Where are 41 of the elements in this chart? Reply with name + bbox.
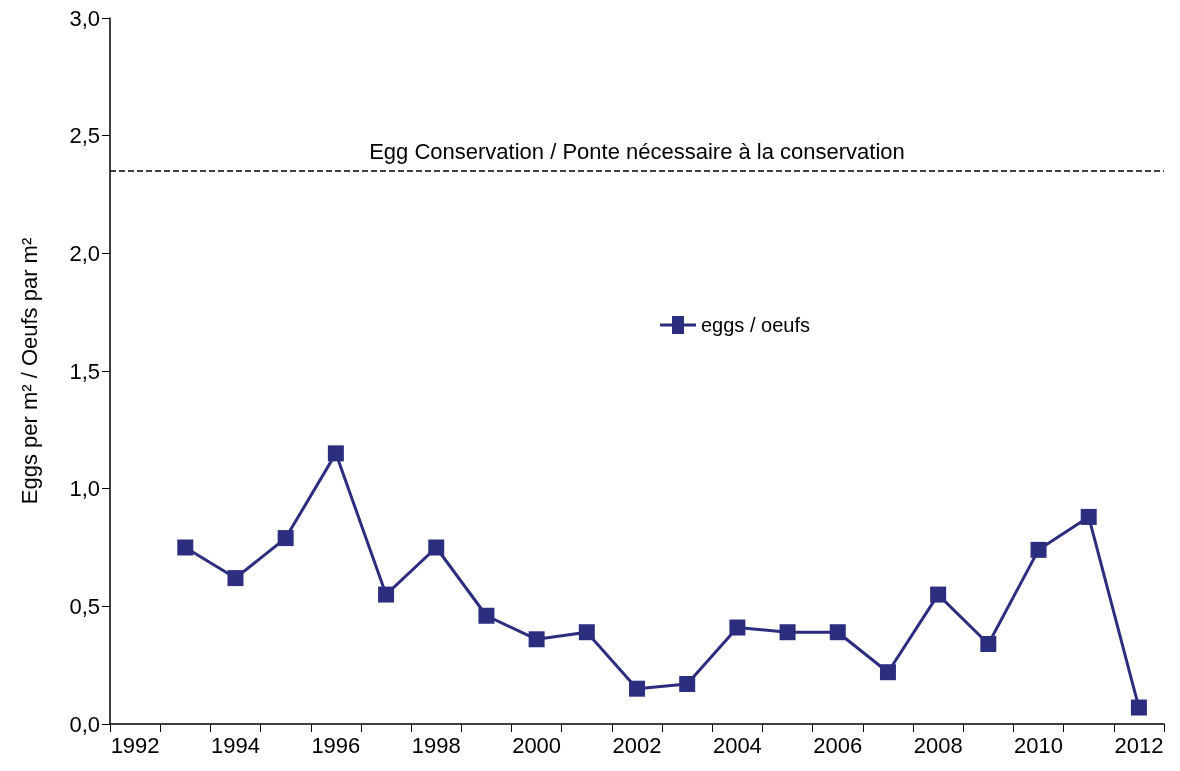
y-tick-label: 2,5	[69, 123, 100, 149]
point	[277, 530, 294, 547]
point	[177, 539, 194, 556]
y-tick-label: 2,0	[69, 240, 100, 266]
point	[578, 624, 595, 641]
point	[428, 539, 445, 556]
y-tick-label: 3,0	[69, 5, 100, 31]
legend-label: eggs / oeufs	[701, 314, 810, 336]
y-tick-label: 0,5	[69, 593, 100, 619]
point	[478, 607, 495, 624]
point	[629, 680, 645, 697]
point	[679, 675, 696, 692]
x-tick-label: 1994	[211, 732, 260, 758]
point	[1130, 699, 1147, 716]
point	[779, 624, 796, 641]
point	[829, 624, 846, 641]
x-tick-label: 1992	[110, 732, 160, 758]
y-tick-label: 1,0	[69, 476, 100, 502]
x-tick-label: 2006	[813, 732, 863, 758]
y-tick-label: 1,5	[69, 358, 100, 384]
point	[1030, 541, 1047, 558]
y-tick-label: 0,0	[69, 711, 100, 737]
x-tick-label: 2004	[712, 732, 762, 758]
y-axis-title: Eggs per m² / Oeufs par m²	[16, 237, 42, 505]
point	[980, 635, 997, 652]
x-tick-label: 2002	[612, 732, 662, 758]
point	[729, 619, 746, 636]
x-tick-label: 1996	[311, 732, 361, 758]
point	[378, 586, 395, 603]
x-tick-label: 2012	[1114, 732, 1164, 758]
point	[227, 570, 244, 587]
point	[1080, 508, 1097, 525]
x-tick-label: 2008	[913, 732, 963, 758]
x-tick-label: 1998	[411, 732, 461, 758]
x-tick-label: 2010	[1014, 732, 1063, 758]
ref-line-label: Egg Conservation / Ponte nécessaire à la conservation	[369, 139, 905, 165]
point	[879, 664, 896, 681]
x-tick-label: 2000	[512, 732, 562, 758]
point	[528, 631, 545, 648]
point	[327, 445, 344, 462]
point	[930, 586, 947, 603]
